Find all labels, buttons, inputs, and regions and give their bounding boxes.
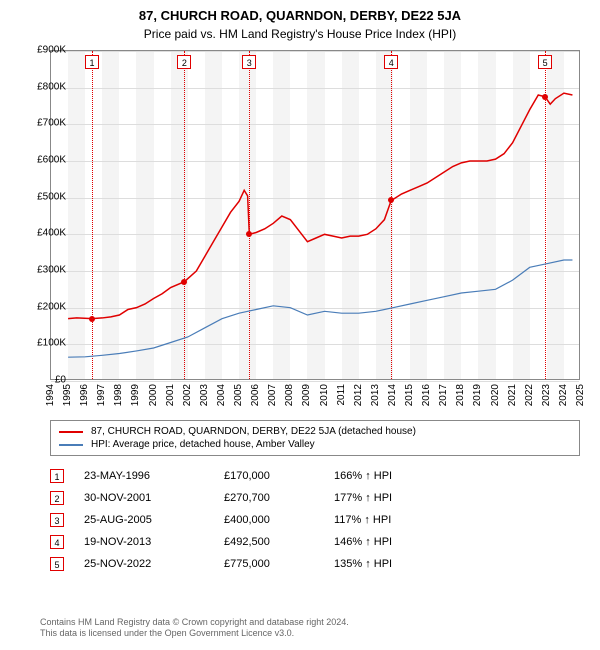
x-axis-label: 2007: [267, 384, 278, 406]
event-table: 123-MAY-1996£170,000166% ↑ HPI230-NOV-20…: [50, 465, 580, 575]
x-axis-label: 2003: [199, 384, 210, 406]
legend: 87, CHURCH ROAD, QUARNDON, DERBY, DE22 5…: [50, 420, 580, 456]
x-axis-label: 2009: [301, 384, 312, 406]
y-axis-label: £800K: [37, 81, 66, 92]
x-axis-label: 1996: [79, 384, 90, 406]
y-axis-label: £500K: [37, 191, 66, 202]
x-axis-label: 2018: [455, 384, 466, 406]
legend-item: HPI: Average price, detached house, Ambe…: [59, 438, 571, 451]
x-axis-label: 2006: [250, 384, 261, 406]
x-axis-label: 1998: [113, 384, 124, 406]
page-title: 87, CHURCH ROAD, QUARNDON, DERBY, DE22 5…: [0, 0, 600, 23]
x-axis-label: 2024: [558, 384, 569, 406]
event-marker-box: 1: [85, 55, 99, 69]
x-axis-label: 2011: [336, 384, 347, 406]
x-axis-label: 2017: [438, 384, 449, 406]
chart-plot-area: 1 2 3 4 5: [50, 50, 580, 380]
table-row: 123-MAY-1996£170,000166% ↑ HPI: [50, 465, 580, 487]
event-marker-box: 4: [384, 55, 398, 69]
x-axis-label: 1995: [62, 384, 73, 406]
x-axis-label: 2005: [233, 384, 244, 406]
x-axis-label: 1999: [130, 384, 141, 406]
x-axis-label: 2012: [353, 384, 364, 406]
x-axis-label: 2004: [216, 384, 227, 406]
x-axis-label: 2021: [507, 384, 518, 406]
chart-container: 87, CHURCH ROAD, QUARNDON, DERBY, DE22 5…: [0, 0, 600, 650]
page-subtitle: Price paid vs. HM Land Registry's House …: [0, 23, 600, 41]
x-axis-label: 2013: [370, 384, 381, 406]
table-row: 325-AUG-2005£400,000117% ↑ HPI: [50, 509, 580, 531]
table-row: 525-NOV-2022£775,000135% ↑ HPI: [50, 553, 580, 575]
legend-item: 87, CHURCH ROAD, QUARNDON, DERBY, DE22 5…: [59, 425, 571, 438]
x-axis-label: 2020: [490, 384, 501, 406]
y-axis-label: £400K: [37, 228, 66, 239]
x-axis-label: 1994: [45, 384, 56, 406]
x-axis-label: 2016: [421, 384, 432, 406]
event-marker-box: 2: [177, 55, 191, 69]
x-axis-label: 2022: [524, 384, 535, 406]
x-axis-label: 2008: [284, 384, 295, 406]
table-row: 419-NOV-2013£492,500146% ↑ HPI: [50, 531, 580, 553]
footer-line-1: Contains HM Land Registry data © Crown c…: [40, 617, 349, 629]
y-axis-label: £900K: [37, 45, 66, 56]
footer-line-2: This data is licensed under the Open Gov…: [40, 628, 349, 640]
y-axis-label: £300K: [37, 265, 66, 276]
x-axis-label: 2019: [472, 384, 483, 406]
y-axis-label: £100K: [37, 338, 66, 349]
event-marker-box: 5: [538, 55, 552, 69]
y-axis-label: £200K: [37, 301, 66, 312]
x-axis-label: 2002: [182, 384, 193, 406]
event-marker-box: 3: [242, 55, 256, 69]
table-row: 230-NOV-2001£270,700177% ↑ HPI: [50, 487, 580, 509]
x-axis-label: 2015: [404, 384, 415, 406]
y-axis-label: £600K: [37, 155, 66, 166]
x-axis-label: 2001: [165, 384, 176, 406]
x-axis-label: 2000: [148, 384, 159, 406]
x-axis-label: 2023: [541, 384, 552, 406]
x-axis-label: 1997: [96, 384, 107, 406]
x-axis-label: 2010: [319, 384, 330, 406]
y-axis-label: £700K: [37, 118, 66, 129]
x-axis-label: 2025: [575, 384, 586, 406]
x-axis-label: 2014: [387, 384, 398, 406]
footer-attribution: Contains HM Land Registry data © Crown c…: [40, 617, 349, 640]
